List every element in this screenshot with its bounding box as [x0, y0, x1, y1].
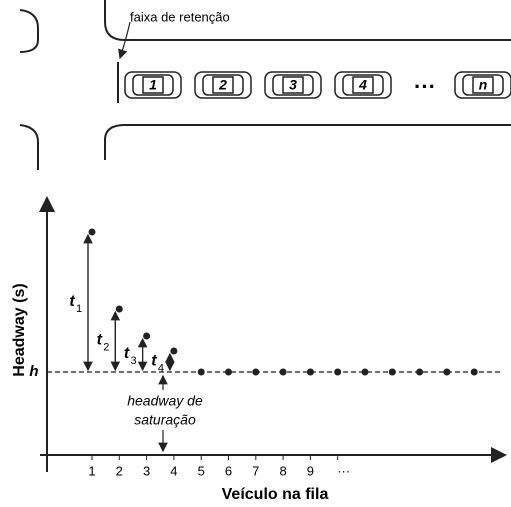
points [88, 228, 478, 376]
car-label-box [472, 76, 494, 94]
x-tick-label: 5 [198, 463, 205, 478]
x-tick-label: 8 [279, 463, 286, 478]
x-tick-label: ··· [337, 463, 350, 478]
y-axis-label: Headway (s) [11, 283, 28, 376]
point [143, 332, 151, 340]
road [19, 0, 511, 170]
interval-sub: 1 [76, 303, 82, 315]
annotation: saturação [134, 412, 196, 428]
car-label-box [142, 76, 164, 94]
interval-sub: 4 [158, 362, 164, 374]
point [252, 368, 260, 376]
interval-sub: 2 [103, 341, 109, 353]
point [388, 368, 396, 376]
point [279, 368, 287, 376]
point [334, 368, 342, 376]
point [470, 368, 478, 376]
point [361, 368, 369, 376]
stop-line-label: faixa de retenção [130, 9, 230, 24]
vehicle-label: 3 [289, 77, 297, 93]
x-tick-label: 1 [88, 463, 95, 478]
point [197, 368, 205, 376]
point [443, 368, 451, 376]
x-axis-label: Veículo na fila [222, 486, 329, 503]
x-tick-label: 9 [307, 463, 314, 478]
point [88, 228, 96, 236]
x-tick-label: 2 [116, 463, 123, 478]
interval-letter: t [69, 293, 75, 310]
x-tick-label: 6 [225, 463, 232, 478]
vehicle-label: 2 [218, 77, 227, 93]
point [306, 368, 314, 376]
point [170, 347, 178, 355]
car-label-box [282, 76, 304, 94]
x-tick-label: 7 [252, 463, 259, 478]
h-label: h [29, 363, 38, 380]
vehicle-label: 4 [358, 77, 367, 93]
x-tick-label: 3 [143, 463, 150, 478]
ellipsis: ··· [414, 74, 436, 99]
car-label-box [212, 76, 234, 94]
point [416, 368, 424, 376]
vehicle-label: 1 [149, 77, 157, 93]
interval-letter: t [97, 332, 103, 349]
x-tick-label: 4 [170, 463, 177, 478]
vehicle-label: n [479, 77, 488, 93]
point [115, 305, 123, 313]
interval-sub: 3 [131, 355, 137, 367]
annotation: headway de [127, 393, 203, 409]
interval-letter: t [151, 353, 157, 370]
interval-letter: t [124, 345, 130, 362]
point [225, 368, 232, 376]
car-label-box [352, 76, 374, 94]
